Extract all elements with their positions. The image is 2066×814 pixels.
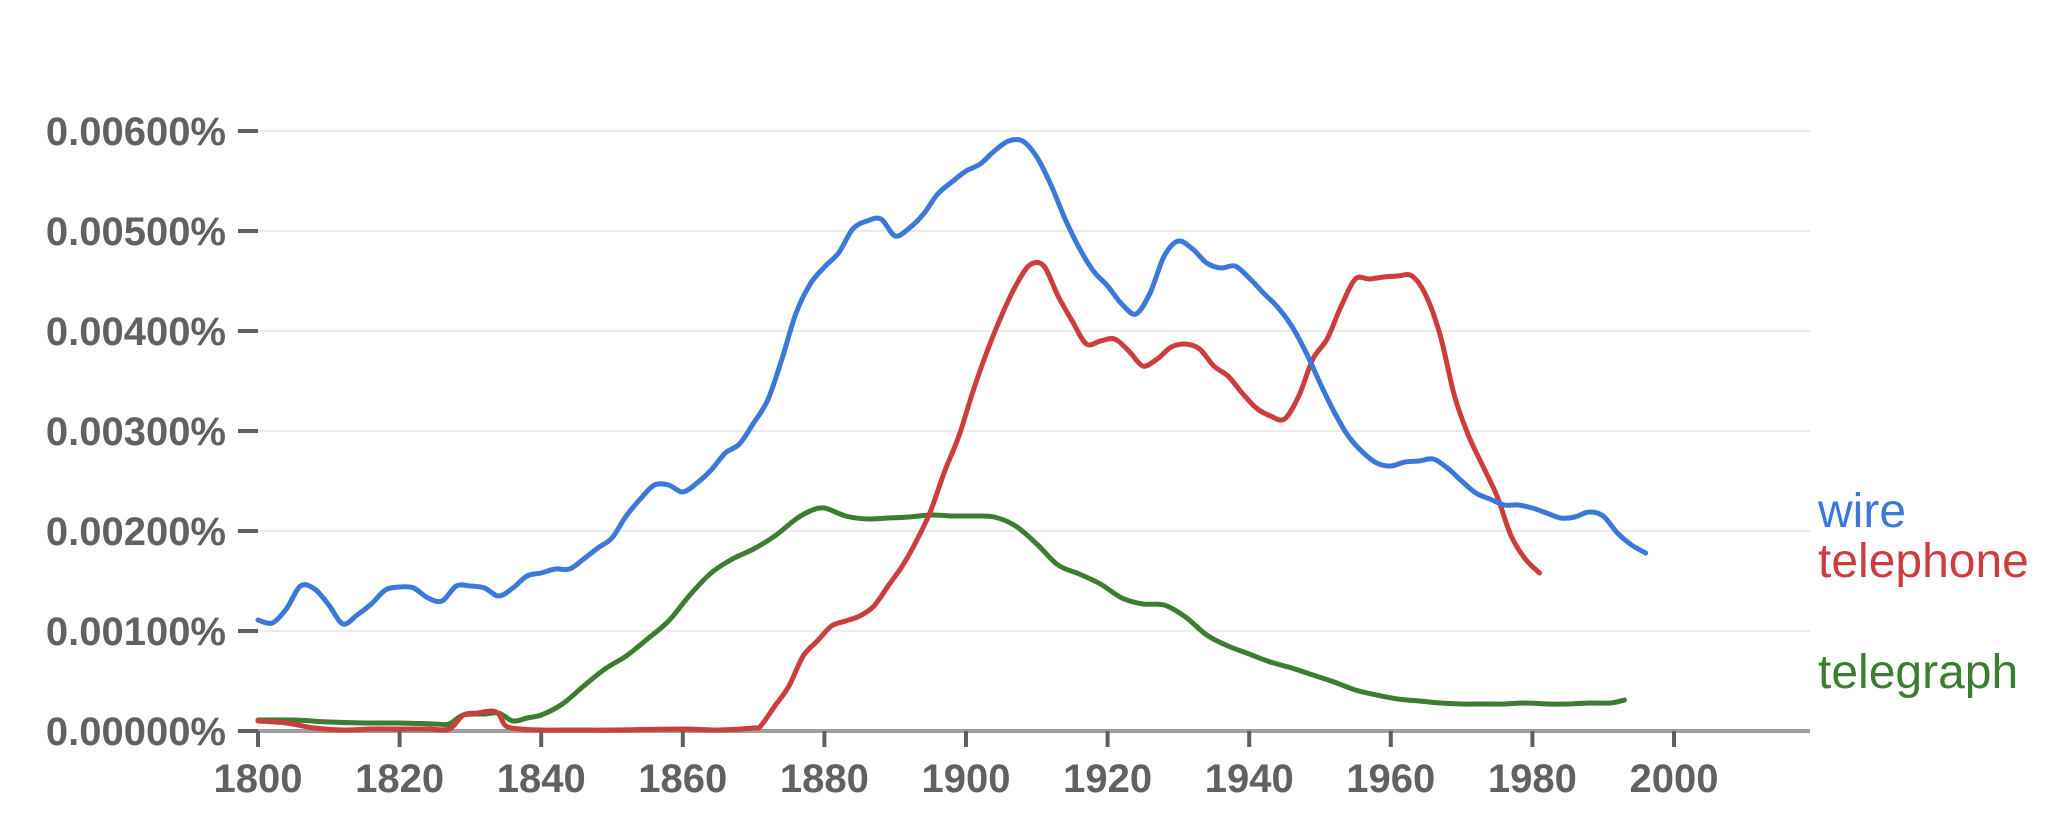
gridlines — [258, 130, 1810, 632]
x-tick-label: 1860 — [638, 757, 727, 801]
series-line-telegraph — [255, 505, 1627, 728]
series-label-telegraph: telegraph — [1818, 646, 2018, 699]
x-axis: 1800 1820 1840 1860 1880 1900 1920 1940 1960 1980… — [214, 729, 1810, 801]
y-tick-label: 0.00000% — [46, 710, 226, 754]
y-tick-label: 0.00100% — [46, 610, 226, 654]
x-tick-label: 1900 — [922, 757, 1011, 801]
y-tick-label: 0.00200% — [46, 510, 226, 554]
x-tick-label: 2000 — [1630, 757, 1719, 801]
x-tick-label: 1800 — [214, 757, 303, 801]
y-tick-label: 0.00600% — [46, 110, 226, 154]
x-tick-label: 1840 — [497, 757, 586, 801]
x-tick-label: 1960 — [1346, 757, 1435, 801]
y-tick-label: 0.00300% — [46, 410, 226, 454]
y-axis: 0.00000% 0.00100% 0.00200% 0.00300% 0.00400%… — [46, 110, 258, 754]
y-tick-label: 0.00500% — [46, 210, 226, 254]
x-tick-label: 1920 — [1063, 757, 1152, 801]
series-line-telephone — [255, 259, 1542, 733]
x-tick-label: 1820 — [355, 757, 444, 801]
x-tick-label: 1940 — [1205, 757, 1294, 801]
y-tick-label: 0.00400% — [46, 310, 226, 354]
series-label-telephone: telephone — [1818, 535, 2029, 588]
series-line-wire — [255, 136, 1649, 627]
series-label-wire: wire — [1817, 485, 1906, 538]
series-lines — [255, 136, 1649, 733]
x-tick-label: 1880 — [780, 757, 869, 801]
x-tick-label: 1980 — [1488, 757, 1577, 801]
